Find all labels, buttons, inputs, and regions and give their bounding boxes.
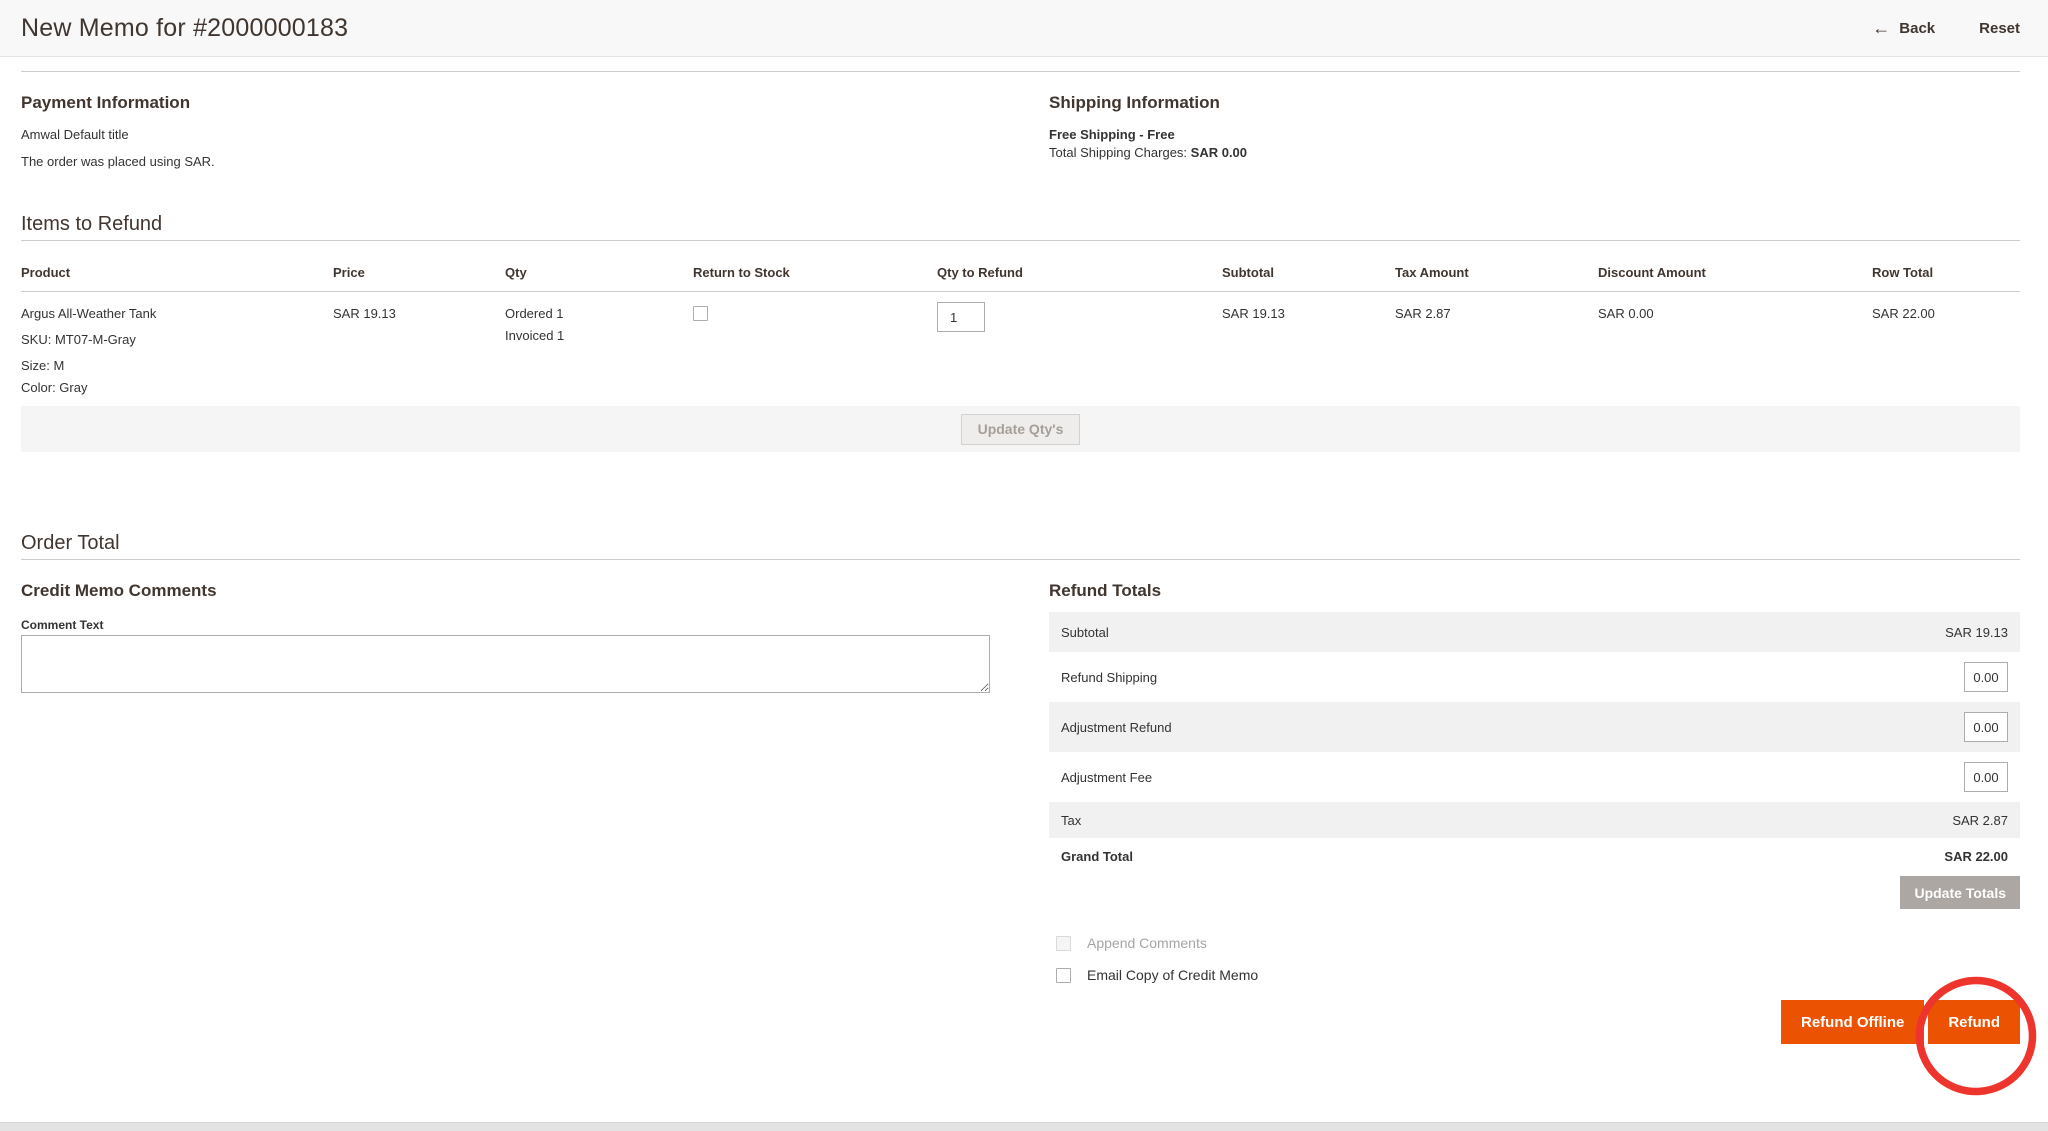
reset-button-label: Reset bbox=[1979, 19, 2020, 37]
refund-offline-button[interactable]: Refund Offline bbox=[1781, 1000, 1925, 1044]
items-to-refund-heading: Items to Refund bbox=[21, 212, 2020, 241]
subtotal-cell: SAR 19.13 bbox=[1222, 306, 1285, 321]
credit-memo-comments-heading: Credit Memo Comments bbox=[21, 581, 217, 600]
refund-totals: Refund Totals Subtotal SAR 19.13 Refund … bbox=[1049, 560, 2020, 983]
col-header-qty-to-refund: Qty to Refund bbox=[937, 265, 1023, 280]
shipping-information-heading: Shipping Information bbox=[1049, 93, 1220, 112]
shipping-charges: Total Shipping Charges: SAR 0.00 bbox=[1049, 145, 1248, 160]
payment-shipping-section: Payment Information Amwal Default title … bbox=[21, 71, 2020, 170]
append-comments-label: Append Comments bbox=[1087, 935, 1207, 951]
refund-totals-heading: Refund Totals bbox=[1049, 581, 1162, 600]
page-title: New Memo for #2000000183 bbox=[21, 13, 349, 42]
adjustment-refund-input[interactable] bbox=[1964, 712, 2008, 742]
discount-amount-cell: SAR 0.00 bbox=[1598, 306, 1654, 321]
totals-row-tax: Tax SAR 2.87 bbox=[1049, 802, 2020, 838]
comment-text-input[interactable] bbox=[21, 635, 990, 693]
product-size: Size: M bbox=[21, 358, 65, 373]
refund-button[interactable]: Refund bbox=[1928, 1000, 2020, 1044]
col-header-return-to-stock: Return to Stock bbox=[693, 265, 790, 280]
product-sku: SKU: MT07-M-Gray bbox=[21, 332, 136, 347]
payment-information-heading: Payment Information bbox=[21, 93, 191, 112]
product-color: Color: Gray bbox=[21, 380, 88, 395]
items-table-header: Product Price Qty Return to Stock Qty to… bbox=[21, 241, 2020, 292]
bottom-scrollbar-track[interactable] bbox=[0, 1122, 2048, 1131]
totals-row-grand-total: Grand Total SAR 22.00 bbox=[1061, 848, 2008, 864]
grand-total-value: SAR 22.00 bbox=[1944, 848, 2008, 864]
totals-row-adjustment-refund: Adjustment Refund bbox=[1049, 702, 2020, 752]
totals-row-refund-shipping: Refund Shipping bbox=[1049, 652, 2020, 702]
tax-amount-cell: SAR 2.87 bbox=[1395, 306, 1451, 321]
price-cell: SAR 19.13 bbox=[333, 306, 396, 321]
col-header-product: Product bbox=[21, 265, 71, 280]
shipping-information: Shipping Information Free Shipping - Fre… bbox=[1049, 72, 2020, 170]
row-total-cell: SAR 22.00 bbox=[1872, 306, 1935, 321]
totals-row-adjustment-fee: Adjustment Fee bbox=[1049, 752, 2020, 802]
payment-currency-note: The order was placed using SAR. bbox=[21, 154, 215, 169]
product-cell: Argus All-Weather Tank SKU: MT07-M-Gray … bbox=[21, 306, 333, 396]
actions-row: Refund Offline Refund bbox=[21, 1000, 2020, 1044]
update-qtys-band: Update Qty's bbox=[21, 406, 2020, 452]
update-qtys-button[interactable]: Update Qty's bbox=[960, 413, 1081, 445]
update-totals-button[interactable]: Update Totals bbox=[1900, 876, 2020, 909]
back-button[interactable]: ← Back bbox=[1872, 19, 1935, 37]
email-copy-checkbox[interactable] bbox=[1056, 967, 1071, 983]
payment-method-title: Amwal Default title bbox=[21, 127, 129, 142]
email-copy-row: Email Copy of Credit Memo bbox=[1049, 967, 2020, 983]
page-header: New Memo for #2000000183 ← Back Reset bbox=[0, 0, 2048, 57]
shipping-charges-value: SAR 0.00 bbox=[1190, 145, 1248, 160]
return-to-stock-cell bbox=[693, 306, 937, 396]
order-total-columns: Credit Memo Comments Comment Text Refund… bbox=[21, 560, 2020, 983]
reset-button[interactable]: Reset bbox=[1979, 20, 2020, 37]
qty-to-refund-input[interactable] bbox=[937, 302, 985, 332]
col-header-subtotal: Subtotal bbox=[1222, 265, 1274, 280]
table-row: Argus All-Weather Tank SKU: MT07-M-Gray … bbox=[21, 292, 2020, 406]
back-button-label: Back bbox=[1899, 19, 1936, 37]
return-to-stock-checkbox[interactable] bbox=[693, 306, 708, 321]
product-name: Argus All-Weather Tank bbox=[21, 306, 157, 321]
refund-totals-table: Subtotal SAR 19.13 Refund Shipping Adjus… bbox=[1049, 612, 2020, 874]
qty-cell: Ordered 1 Invoiced 1 bbox=[505, 306, 693, 396]
email-copy-label: Email Copy of Credit Memo bbox=[1087, 967, 1259, 983]
tax-value: SAR 2.87 bbox=[1952, 812, 2008, 828]
shipping-method: Free Shipping - Free bbox=[1049, 127, 1175, 142]
append-comments-checkbox[interactable] bbox=[1056, 935, 1071, 951]
col-header-row-total: Row Total bbox=[1872, 265, 1934, 280]
header-actions: ← Back Reset bbox=[1872, 19, 2020, 37]
col-header-tax-amount: Tax Amount bbox=[1395, 265, 1469, 280]
col-header-discount-amount: Discount Amount bbox=[1598, 265, 1706, 280]
payment-information: Payment Information Amwal Default title … bbox=[21, 72, 990, 170]
qty-invoiced: Invoiced 1 bbox=[505, 328, 565, 343]
back-arrow-icon: ← bbox=[1872, 18, 1891, 38]
totals-row-subtotal: Subtotal SAR 19.13 bbox=[1049, 612, 2020, 652]
col-header-qty: Qty bbox=[505, 265, 527, 280]
adjustment-fee-input[interactable] bbox=[1964, 762, 2008, 792]
qty-ordered: Ordered 1 bbox=[505, 306, 564, 321]
credit-memo-comments: Credit Memo Comments Comment Text bbox=[21, 560, 990, 983]
order-total-heading: Order Total bbox=[21, 531, 2020, 560]
refund-shipping-input[interactable] bbox=[1964, 662, 2008, 692]
qty-to-refund-cell bbox=[937, 302, 1222, 396]
comment-text-label: Comment Text bbox=[21, 618, 104, 632]
subtotal-value: SAR 19.13 bbox=[1945, 624, 2008, 640]
append-comments-row: Append Comments bbox=[1049, 935, 2020, 951]
col-header-price: Price bbox=[333, 265, 365, 280]
